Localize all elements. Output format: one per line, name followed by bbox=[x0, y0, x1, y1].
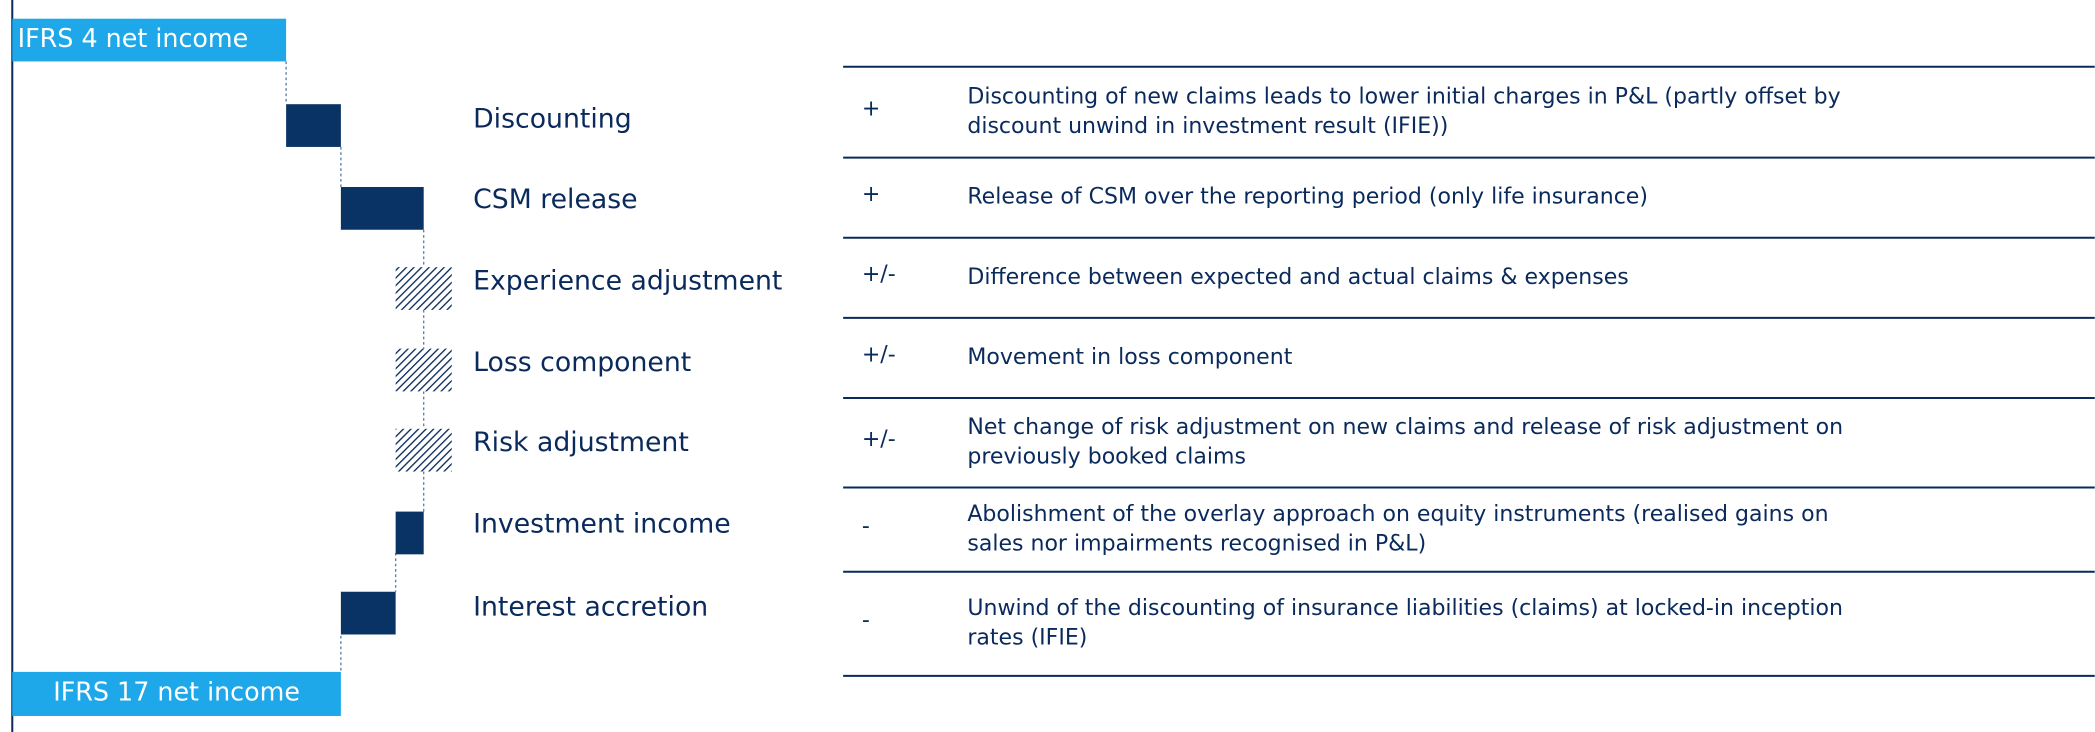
item-label: Loss component bbox=[473, 347, 691, 378]
item-description: Release of CSM over the reporting period… bbox=[967, 185, 1648, 210]
item-sign: +/- bbox=[862, 262, 896, 287]
item-label: CSM release bbox=[473, 184, 637, 215]
bridge-bar bbox=[286, 104, 341, 147]
item-description: Difference between expected and actual c… bbox=[967, 265, 1628, 290]
item-sign: - bbox=[862, 608, 870, 633]
item-sign: - bbox=[862, 514, 870, 539]
item-description: Unwind of the discounting of insurance l… bbox=[967, 596, 1843, 621]
item-description: Abolishment of the overlay approach on e… bbox=[967, 502, 1828, 527]
start-label: IFRS 4 net income bbox=[18, 23, 249, 53]
item-label: Experience adjustment bbox=[473, 265, 782, 296]
bridge-bar bbox=[340, 187, 424, 230]
bridge-bar bbox=[395, 428, 452, 472]
end-label: IFRS 17 net income bbox=[53, 676, 300, 706]
end-box bbox=[12, 671, 341, 716]
item-description: discount unwind in investment result (IF… bbox=[967, 114, 1448, 139]
bridge-bar bbox=[340, 591, 396, 635]
item-description: Net change of risk adjustment on new cla… bbox=[967, 415, 1843, 440]
item-sign: +/- bbox=[862, 427, 896, 452]
item-label: Investment income bbox=[473, 508, 731, 539]
item-sign: +/- bbox=[862, 342, 896, 367]
bridge-bar bbox=[395, 267, 452, 310]
item-label: Interest accretion bbox=[473, 591, 708, 622]
item-description: rates (IFIE) bbox=[967, 625, 1087, 650]
item-sign: + bbox=[862, 182, 880, 207]
item-description: Discounting of new claims leads to lower… bbox=[967, 85, 1840, 110]
bridge-bar bbox=[395, 511, 424, 555]
item-description: previously booked claims bbox=[967, 445, 1246, 470]
item-description: sales nor impairments recognised in P&L) bbox=[967, 531, 1426, 556]
item-sign: + bbox=[862, 97, 880, 122]
item-description: Movement in loss component bbox=[967, 345, 1292, 370]
item-label: Risk adjustment bbox=[473, 427, 689, 458]
bridge-bar bbox=[395, 348, 452, 392]
start-box bbox=[12, 18, 287, 62]
item-label: Discounting bbox=[473, 104, 632, 135]
